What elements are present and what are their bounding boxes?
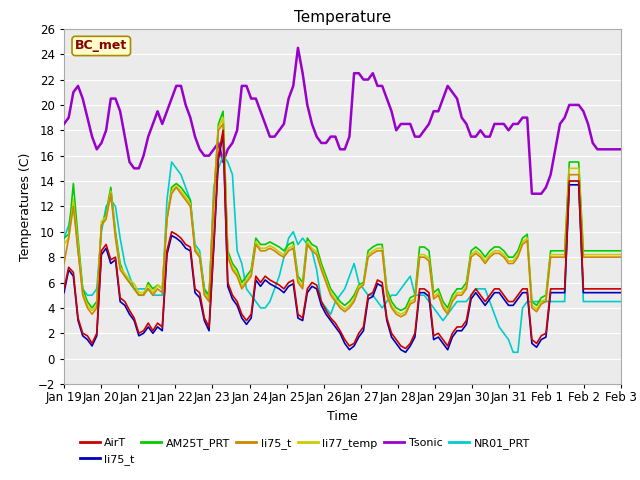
X-axis label: Time: Time [327,409,358,422]
Title: Temperature: Temperature [294,10,391,25]
Y-axis label: Temperatures (C): Temperatures (C) [19,152,32,261]
Text: BC_met: BC_met [75,39,127,52]
Legend: AirT, li75_t, AM25T_PRT, li75_t, li77_temp, Tsonic, NR01_PRT: AirT, li75_t, AM25T_PRT, li75_t, li77_te… [75,434,534,469]
